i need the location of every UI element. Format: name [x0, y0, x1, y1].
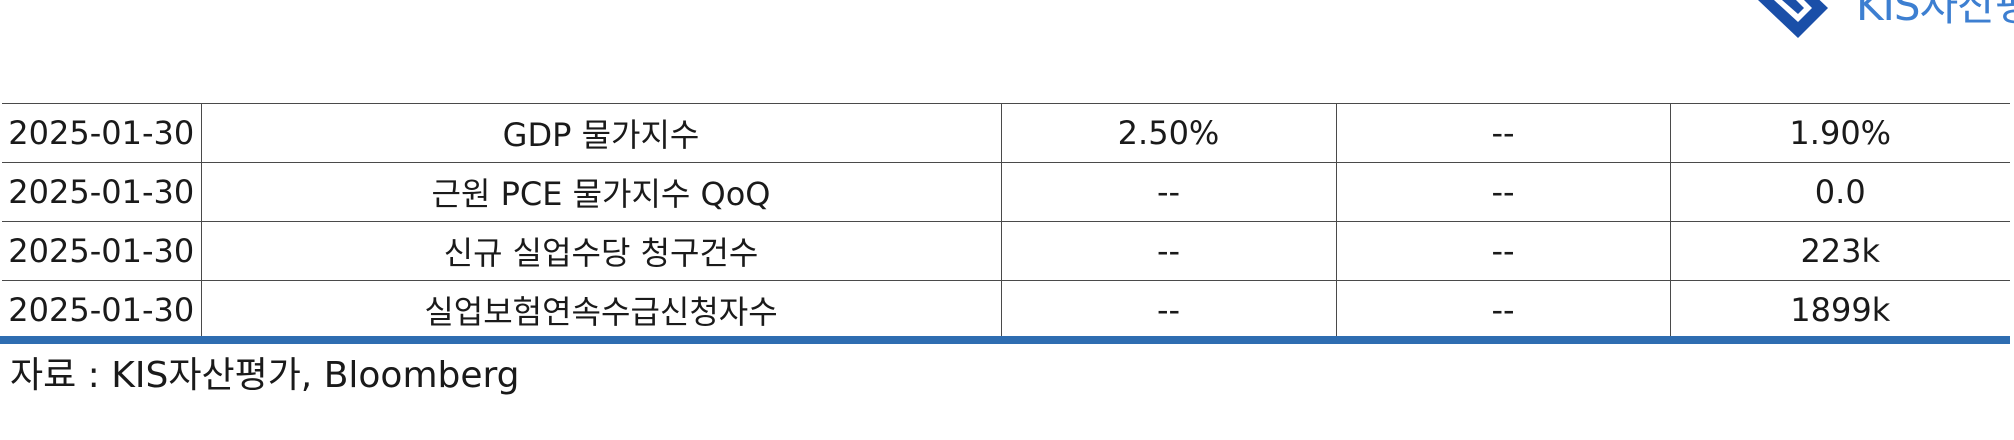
forecast-cell: -- [1335, 162, 1671, 222]
actual-cell: -- [1000, 221, 1337, 281]
forecast-cell: -- [1335, 103, 1671, 163]
previous-cell: 223k [1669, 221, 2010, 281]
diamond-logo-icon [1758, 0, 1828, 38]
table-row: 2025-01-30 신규 실업수당 청구건수 -- -- 223k [2, 221, 2010, 281]
logo-text: KIS자산평 [1856, 0, 2014, 30]
table-row: 2025-01-30 근원 PCE 물가지수 QoQ -- -- 0.0 [2, 162, 2010, 222]
table-bottom-rule [0, 336, 2010, 344]
indicator-cell: 근원 PCE 물가지수 QoQ [200, 162, 1002, 222]
forecast-cell: -- [1335, 280, 1671, 339]
table-row: 2025-01-30 GDP 물가지수 2.50% -- 1.90% [2, 103, 2010, 163]
table-row: 2025-01-30 실업보험연속수급신청자수 -- -- 1899k [2, 280, 2010, 339]
date-cell: 2025-01-30 [2, 221, 202, 281]
date-cell: 2025-01-30 [2, 280, 202, 339]
previous-cell: 1899k [1669, 280, 2010, 339]
indicator-cell: 신규 실업수당 청구건수 [200, 221, 1002, 281]
forecast-cell: -- [1335, 221, 1671, 281]
date-cell: 2025-01-30 [2, 162, 202, 222]
economic-calendar-table: 2025-01-30 GDP 물가지수 2.50% -- 1.90% 2025-… [2, 103, 2010, 339]
date-cell: 2025-01-30 [2, 103, 202, 163]
actual-cell: -- [1000, 162, 1337, 222]
previous-cell: 0.0 [1669, 162, 2010, 222]
actual-cell: -- [1000, 280, 1337, 339]
indicator-cell: GDP 물가지수 [200, 103, 1002, 163]
previous-cell: 1.90% [1669, 103, 2010, 163]
indicator-cell: 실업보험연속수급신청자수 [200, 280, 1002, 339]
actual-cell: 2.50% [1000, 103, 1337, 163]
source-note: 자료 : KIS자산평가, Bloomberg [10, 355, 520, 396]
